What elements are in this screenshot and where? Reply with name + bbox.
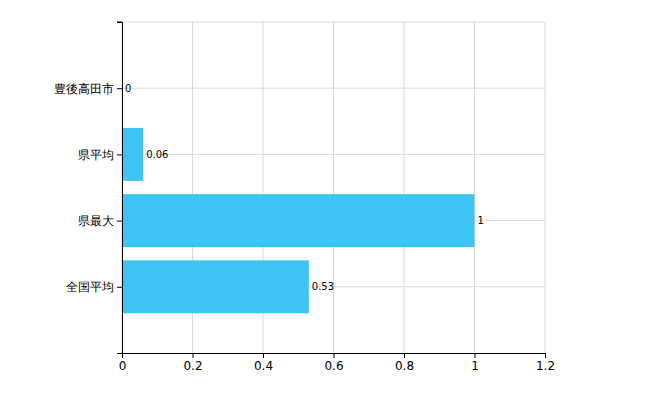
grid-line <box>474 22 475 353</box>
tick-label: 豊後高田市 <box>54 82 114 96</box>
tick-mark <box>334 353 335 358</box>
tick-label: 0.4 <box>254 359 273 373</box>
tick: 県最大 <box>78 214 122 228</box>
tick: 豊後高田市 <box>54 82 122 96</box>
tick-mark <box>475 353 476 358</box>
axis-line <box>117 23 123 354</box>
tick-mark <box>193 353 194 358</box>
grid <box>122 22 545 353</box>
tick: 0.4 <box>254 353 273 373</box>
tick-label: 0.8 <box>395 359 414 373</box>
tick-label: 0 <box>119 359 127 373</box>
tick-label: 0.6 <box>324 359 343 373</box>
axis-line <box>123 354 546 359</box>
tick-mark <box>117 287 122 288</box>
tick: 1 <box>471 353 479 373</box>
bar <box>122 128 143 181</box>
data-label: 0 <box>125 83 131 94</box>
data-labels: 0 0.06 1 0.53 <box>125 83 484 293</box>
tick-label: 1.2 <box>536 359 555 373</box>
tick-label: 県最大 <box>78 214 114 228</box>
grid-line <box>404 22 405 353</box>
tick: 県平均 <box>78 148 122 162</box>
data-label: 0.06 <box>146 149 168 160</box>
tick-label: 0.2 <box>183 359 202 373</box>
tick-mark <box>263 353 264 358</box>
tick-mark <box>545 353 546 358</box>
tick: 全国平均 <box>66 280 122 294</box>
tick-mark <box>117 154 122 155</box>
tick: 0 <box>119 353 127 373</box>
grid-line <box>545 22 546 353</box>
grid-line <box>122 88 545 89</box>
tick: 0.2 <box>183 353 202 373</box>
bar <box>122 260 309 313</box>
tick-label: 県平均 <box>78 148 114 162</box>
grid-line <box>333 22 334 353</box>
data-label: 1 <box>478 215 484 226</box>
bar <box>122 194 475 247</box>
bars <box>122 128 475 313</box>
tick: 0.8 <box>395 353 414 373</box>
data-label: 0.53 <box>312 281 334 292</box>
tick-mark <box>404 353 405 358</box>
tick-mark <box>117 88 122 89</box>
tick: 0.6 <box>324 353 343 373</box>
tick-label: 1 <box>471 359 479 373</box>
plot-frame <box>122 22 545 23</box>
x-axis: 0 0.2 0.4 0.6 0.8 1 1.2 <box>119 353 555 373</box>
tick: 1.2 <box>536 353 555 373</box>
y-axis: 豊後高田市県平均県最大全国平均 <box>54 22 123 354</box>
chart: 00.20.40.60.811.2豊後高田市県平均県最大全国平均00.0610.… <box>0 0 650 400</box>
tick-mark <box>117 22 122 23</box>
tick-mark <box>117 221 122 222</box>
grid-line <box>122 154 545 155</box>
tick-label: 全国平均 <box>66 280 114 294</box>
